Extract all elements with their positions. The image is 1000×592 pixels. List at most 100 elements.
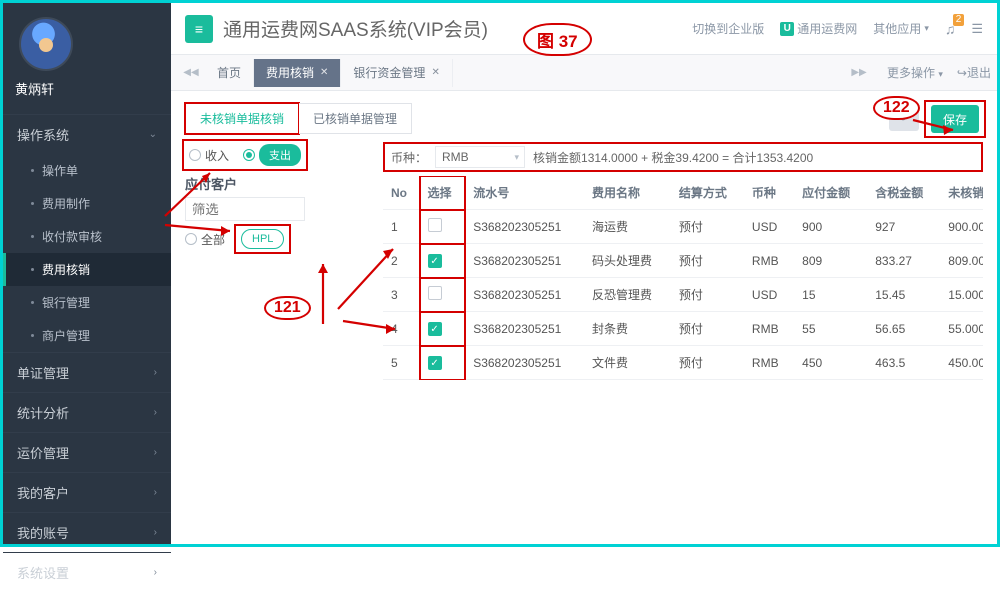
figure-label: 图 37 [523, 23, 592, 56]
col-5: 币种 [744, 176, 794, 210]
chevron-right-icon: › [154, 447, 157, 458]
radio-income[interactable]: 收入 [189, 147, 229, 164]
income-expense-toggle: 收入 支出 [185, 142, 305, 168]
cell: 55.0000 [940, 312, 983, 346]
home-site-link[interactable]: U通用运费网 [780, 20, 857, 37]
nav-group-0[interactable]: 单证管理› [3, 352, 171, 392]
panel-tabs: 未核销单据核销 已核销单据管理 [185, 103, 983, 134]
currency-select[interactable]: RMB ▾ [435, 146, 525, 168]
cell: 809 [794, 244, 867, 278]
row-select-checkbox[interactable]: ✓ [428, 356, 442, 370]
bullet-icon [31, 301, 34, 304]
radio-expense[interactable]: 支出 [243, 144, 301, 166]
cell: 4 [383, 312, 420, 346]
sidebar-item-3[interactable]: 费用核销 [3, 253, 171, 286]
col-6: 应付金额 [794, 176, 867, 210]
menu-toggle[interactable]: ≡ [185, 15, 213, 43]
customer-chip-hpl[interactable]: HPL [241, 229, 284, 249]
switch-org-link[interactable]: 切换到企业版 [692, 20, 764, 37]
sidebar-item-5[interactable]: 商户管理 [3, 319, 171, 352]
cell: 55 [794, 312, 867, 346]
table-row: 1S368202305251海运费预付USD900927900.0000900.… [383, 210, 983, 244]
row-select-checkbox[interactable] [428, 218, 442, 232]
cell: 封条费 [584, 312, 671, 346]
tabs-scroll-right[interactable]: ▶▶ [845, 67, 873, 78]
notifications[interactable]: ♫ 2 [945, 21, 956, 37]
cell: 2 [383, 244, 420, 278]
nav-group-4[interactable]: 我的账号› [3, 512, 171, 552]
sidebar-item-2[interactable]: 收付款审核 [3, 220, 171, 253]
row-select-checkbox[interactable] [428, 286, 442, 300]
cell: 1 [383, 210, 420, 244]
cell: 900.0000 [940, 210, 983, 244]
col-0: No [383, 176, 420, 210]
table-row: 2✓S368202305251码头处理费预付RMB809833.27809.00… [383, 244, 983, 278]
avatar [19, 17, 73, 71]
sidebar-item-0[interactable]: 操作单 [3, 154, 171, 187]
customer-filter-input[interactable] [185, 197, 305, 221]
row-select-checkbox[interactable]: ✓ [428, 322, 442, 336]
cell: 5 [383, 346, 420, 380]
refresh-button[interactable]: ⟳ [889, 103, 919, 131]
tab-expense-writeoff[interactable]: 费用核销 ✕ [254, 59, 341, 87]
panel-actions: ⟳ 保存 [889, 103, 983, 135]
col-3: 费用名称 [584, 176, 671, 210]
nav-group-1[interactable]: 统计分析› [3, 392, 171, 432]
col-1: 选择 [420, 176, 466, 210]
table-row: 4✓S368202305251封条费预付RMB5556.6555.000055.… [383, 312, 983, 346]
other-apps-dropdown[interactable]: 其他应用 ▾ [873, 20, 929, 37]
nav-group-operations[interactable]: 操作系统 ⌄ [3, 114, 171, 154]
tab-home[interactable]: 首页 [205, 59, 254, 87]
user-menu[interactable]: ☰ [971, 21, 983, 37]
nav-group-5[interactable]: 系统设置› [3, 552, 171, 592]
logout-label: 退出 [967, 66, 991, 80]
nav-group-3[interactable]: 我的客户› [3, 472, 171, 512]
cell: 反恐管理费 [584, 278, 671, 312]
cell: 预付 [671, 346, 744, 380]
menu-icon: ≡ [195, 21, 203, 37]
sidebar-item-label: 费用核销 [42, 261, 90, 278]
close-icon[interactable]: ✕ [431, 67, 439, 78]
app-title: 通用运费网SAAS系统(VIP会员) [223, 15, 488, 42]
sidebar: 黄炳轩 操作系统 ⌄ 操作单费用制作收付款审核费用核销银行管理商户管理 单证管理… [3, 3, 171, 544]
cell: 833.27 [867, 244, 940, 278]
chevron-right-icon: › [154, 567, 157, 578]
cell: 文件费 [584, 346, 671, 380]
cell: 809.0000 [940, 244, 983, 278]
cell: 450 [794, 346, 867, 380]
row-select-checkbox[interactable]: ✓ [428, 254, 442, 268]
cell: 预付 [671, 244, 744, 278]
cell: RMB [744, 312, 794, 346]
chevron-down-icon: ▾ [514, 152, 519, 163]
radio-all[interactable]: 全部 [185, 231, 225, 248]
cell: 56.65 [867, 312, 940, 346]
logout-button[interactable]: ↪退出 [957, 64, 991, 81]
nav-group-2[interactable]: 运价管理› [3, 432, 171, 472]
chevron-down-icon: ▾ [938, 69, 943, 79]
radio-income-label: 收入 [205, 147, 229, 164]
more-operations[interactable]: 更多操作 ▾ [887, 64, 943, 81]
sidebar-item-4[interactable]: 银行管理 [3, 286, 171, 319]
sidebar-item-1[interactable]: 费用制作 [3, 187, 171, 220]
sidebar-item-label: 银行管理 [42, 294, 90, 311]
table-wrap: No选择流水号费用名称结算方式币种应付金额含税金额未核销金额本次核销金额核销汇率… [383, 176, 983, 380]
radio-icon [185, 233, 197, 245]
cell: RMB [744, 346, 794, 380]
cell: 15.0000 [940, 278, 983, 312]
chevron-down-icon: ⌄ [149, 129, 157, 140]
cell: 900 [794, 210, 867, 244]
cell: S368202305251 [465, 346, 584, 380]
panel-tab-unwritten[interactable]: 未核销单据核销 [185, 103, 299, 134]
home-site-label: 通用运费网 [797, 20, 857, 37]
tab-bank-funds[interactable]: 银行资金管理 ✕ [341, 59, 452, 87]
bullet-icon [31, 202, 34, 205]
tab-label: 费用核销 [266, 64, 314, 81]
cell: 450.0000 [940, 346, 983, 380]
close-icon[interactable]: ✕ [320, 67, 328, 78]
bullet-icon [31, 235, 34, 238]
panel-tab-written[interactable]: 已核销单据管理 [299, 103, 412, 134]
bullet-icon [31, 169, 34, 172]
tabs-scroll-left[interactable]: ◀◀ [177, 67, 205, 78]
save-button[interactable]: 保存 [931, 105, 979, 133]
payable-customer-title: 应付客户 [185, 174, 355, 193]
